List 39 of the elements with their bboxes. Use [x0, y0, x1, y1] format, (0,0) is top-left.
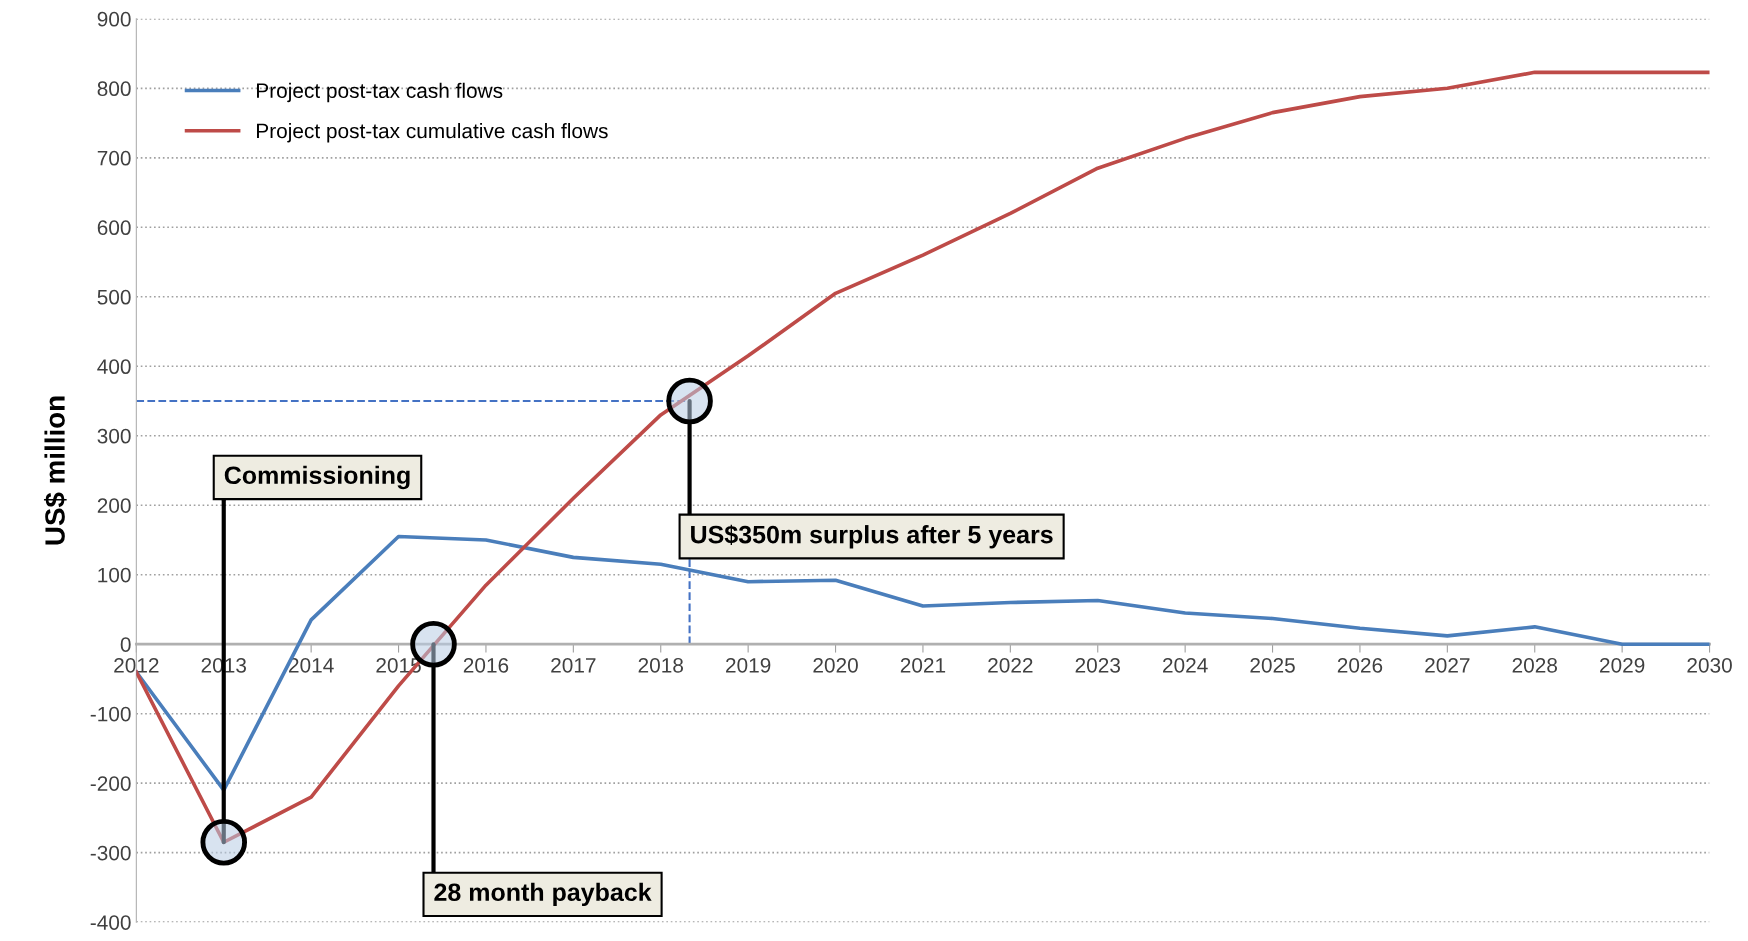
x-tick-label: 2017	[551, 657, 596, 673]
y-tick-label: 900	[97, 11, 131, 27]
x-tick-label: 2023	[1075, 657, 1120, 673]
y-tick-label: -300	[90, 845, 131, 861]
x-tick-label: 2026	[1337, 657, 1383, 673]
y-tick-label: -100	[90, 706, 131, 722]
legend-label: Project post-tax cash flows	[257, 82, 503, 103]
x-tick-label: 2016	[463, 657, 509, 673]
y-tick-label: 0	[120, 637, 131, 652]
x-tick-label: 2024	[1163, 657, 1208, 673]
x-tick-label: 2014	[289, 657, 334, 673]
y-tick-label: 600	[97, 220, 131, 236]
y-tick-label: -400	[90, 915, 131, 930]
x-tick-label: 2019	[726, 657, 771, 673]
x-tick-label: 2029	[1600, 657, 1645, 673]
x-tick-label: 2021	[900, 657, 946, 673]
point	[200, 819, 248, 866]
x-tick-label: 2012	[114, 657, 159, 673]
x-tick-label: 2030	[1687, 657, 1732, 673]
y-tick-label: 300	[97, 428, 131, 444]
y-tick-label: 100	[98, 567, 131, 583]
y-tick-label: 500	[97, 289, 131, 305]
x-tick-label: 2022	[988, 657, 1033, 673]
y-tick-label: 400	[97, 359, 131, 375]
x-tick-label: 2018	[638, 657, 684, 673]
y-tick-label: 200	[97, 498, 131, 513]
x-tick-label: 2027	[1425, 657, 1470, 673]
annotation: 28 month payback	[434, 882, 652, 907]
point	[666, 377, 713, 425]
annotation: US$350m surplus after 5 years	[691, 524, 1053, 549]
legend-label: Project post-tax cumulative cash flows	[257, 122, 608, 143]
y-tick-label: 800	[97, 81, 131, 97]
x-tick-label: 2028	[1512, 657, 1558, 673]
x-tick-label: 2025	[1250, 657, 1295, 673]
y-axis-title: US$ million	[43, 396, 67, 545]
x-tick-label: 2020	[813, 657, 858, 673]
y-tick-label: -200	[90, 776, 131, 791]
annotation: Commissioning	[224, 465, 410, 490]
y-tick-label: 700	[97, 150, 131, 166]
